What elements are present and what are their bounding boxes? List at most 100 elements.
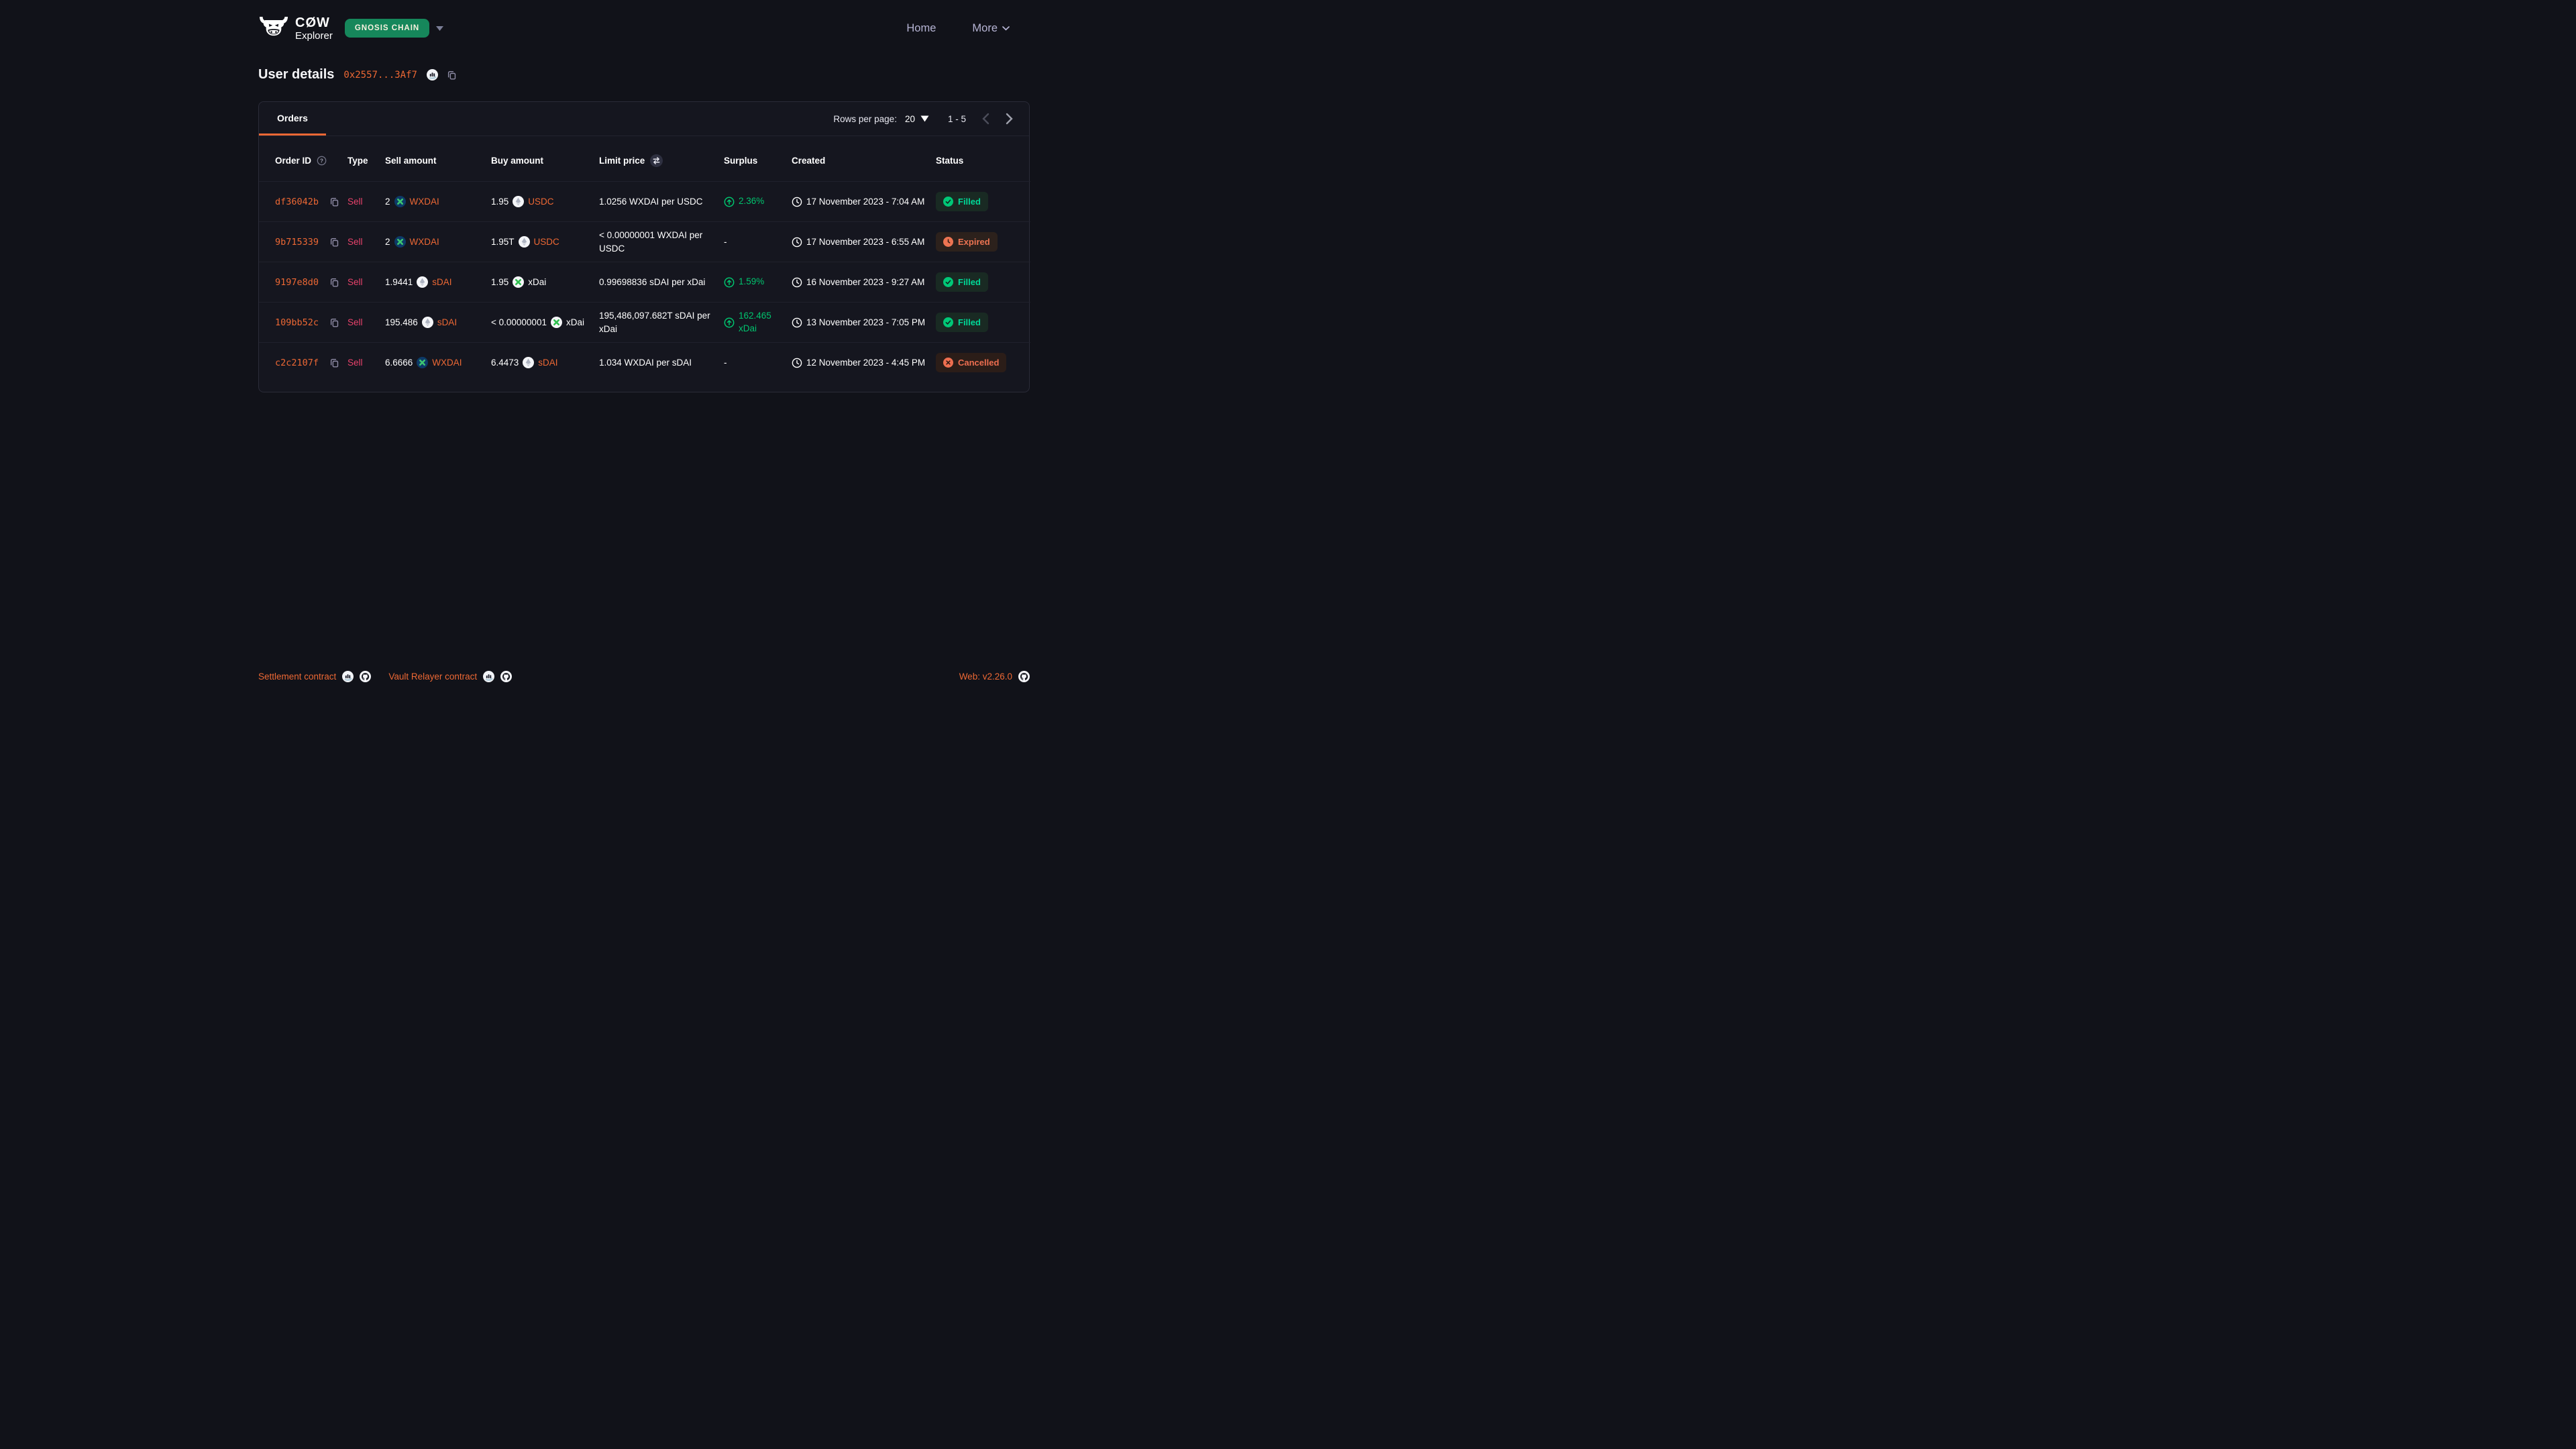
buy-token-symbol[interactable]: USDC xyxy=(528,197,554,207)
copy-order-id-icon[interactable] xyxy=(329,237,339,248)
chevron-down-icon xyxy=(1002,25,1010,31)
rows-per-page-select[interactable]: 20 xyxy=(905,114,929,124)
status-badge: Filled xyxy=(936,192,988,211)
sell-amount-value: 2 xyxy=(385,197,390,207)
footer: Settlement contract Vault Relayer contra… xyxy=(0,671,1288,682)
web-version-link[interactable]: Web: v2.26.0 xyxy=(959,672,1012,682)
sell-token-icon xyxy=(421,317,433,328)
surplus-value: 2.36% xyxy=(739,196,765,207)
column-header-surplus: Surplus xyxy=(724,156,758,166)
buy-token-symbol[interactable]: sDAI xyxy=(538,358,558,368)
github-icon[interactable] xyxy=(1018,671,1030,682)
page-range: 1 - 5 xyxy=(947,113,966,124)
status-icon xyxy=(943,358,953,368)
copy-order-id-icon[interactable] xyxy=(329,358,339,368)
sell-token-symbol[interactable]: sDAI xyxy=(437,317,458,327)
surplus-value: 162.465 xDai xyxy=(739,311,771,333)
page-header: User details 0x2557...3Af7 xyxy=(258,67,1030,83)
github-icon[interactable] xyxy=(500,671,513,682)
buy-token-symbol: xDai xyxy=(566,317,584,327)
top-nav: Home More xyxy=(906,22,1030,35)
copy-order-id-icon[interactable] xyxy=(329,197,339,207)
status-badge: Filled xyxy=(936,272,988,292)
column-header-status: Status xyxy=(936,156,964,166)
buy-amount-value: 6.4473 xyxy=(491,358,519,368)
sell-token-symbol[interactable]: WXDAI xyxy=(409,237,439,247)
card-header: Orders Rows per page: 20 1 - 5 xyxy=(259,102,1029,136)
buy-amount-value: 1.95 xyxy=(491,277,509,287)
sell-token-symbol[interactable]: sDAI xyxy=(432,277,452,287)
created-date: 16 November 2023 - 9:27 AM xyxy=(806,277,925,287)
sell-token-symbol[interactable]: WXDAI xyxy=(432,358,462,368)
copy-address-icon[interactable] xyxy=(447,70,457,80)
network-caret-icon[interactable] xyxy=(435,25,444,32)
dropdown-triangle-icon xyxy=(920,115,929,122)
help-icon[interactable]: ? xyxy=(317,156,327,166)
clock-icon xyxy=(792,277,802,288)
github-icon[interactable] xyxy=(360,671,372,682)
status-label: Cancelled xyxy=(958,358,1000,368)
buy-token-icon xyxy=(523,357,535,368)
clock-icon xyxy=(792,358,802,368)
copy-order-id-icon[interactable] xyxy=(329,317,339,328)
status-label: Filled xyxy=(958,317,981,327)
invert-price-icon[interactable] xyxy=(650,154,663,167)
buy-token-icon xyxy=(513,196,525,207)
blockscout-icon[interactable] xyxy=(342,671,354,682)
next-page-button[interactable] xyxy=(1006,113,1013,125)
table-row: 109bb52c Sell 195.486 sDAI < 0.00000001 … xyxy=(259,302,1030,343)
created-date: 12 November 2023 - 4:45 PM xyxy=(806,358,926,368)
created-date: 17 November 2023 - 7:04 AM xyxy=(806,197,925,207)
nav-more-label: More xyxy=(972,21,998,34)
tab-orders-label: Orders xyxy=(277,112,308,123)
order-id-link[interactable]: 9b715339 xyxy=(275,236,319,248)
network-name: GNOSIS CHAIN xyxy=(354,24,420,32)
status-icon xyxy=(943,237,953,247)
brand-name: CØW xyxy=(295,15,330,30)
previous-page-button[interactable] xyxy=(982,113,989,125)
column-header-order-id: Order ID ? xyxy=(259,136,347,182)
surplus-value: - xyxy=(724,237,727,247)
tab-orders[interactable]: Orders xyxy=(259,102,326,136)
cow-explorer-logo[interactable]: CØW Explorer xyxy=(258,16,333,41)
sell-token-icon xyxy=(394,196,406,207)
blockscout-icon[interactable] xyxy=(483,671,495,682)
limit-price: 195,486,097.682T sDAI per xDai xyxy=(599,310,710,334)
limit-price: < 0.00000001 WXDAI per USDC xyxy=(599,229,703,254)
settlement-contract-link[interactable]: Settlement contract xyxy=(258,672,337,682)
blockscout-icon[interactable] xyxy=(426,69,438,80)
copy-order-id-icon[interactable] xyxy=(329,277,339,288)
created-date: 13 November 2023 - 7:05 PM xyxy=(806,317,926,327)
table-row: 9197e8d0 Sell 1.9441 sDAI 1.95 xDai 0.99… xyxy=(259,262,1030,303)
order-id-link[interactable]: 109bb52c xyxy=(275,317,319,328)
order-type: Sell xyxy=(347,197,363,207)
column-header-buy-amount: Buy amount xyxy=(491,156,544,166)
clock-icon xyxy=(792,197,802,207)
network-selector-button[interactable]: GNOSIS CHAIN xyxy=(344,19,430,38)
column-header-limit-price: Limit price xyxy=(599,136,724,182)
status-badge: Cancelled xyxy=(936,353,1007,372)
table-row: df36042b Sell 2 WXDAI 1.95 USDC 1.0256 W… xyxy=(259,181,1030,222)
buy-token-symbol[interactable]: USDC xyxy=(533,237,559,247)
vault-relayer-contract-link[interactable]: Vault Relayer contract xyxy=(388,672,478,682)
surplus-value: - xyxy=(724,358,727,368)
nav-home[interactable]: Home xyxy=(906,22,936,35)
order-id-link[interactable]: 9197e8d0 xyxy=(275,276,319,288)
order-id-link[interactable]: c2c2107f xyxy=(275,357,319,368)
table-header-row: Order ID ? Type Sell amount Buy amount L… xyxy=(259,136,1030,182)
orders-table: Order ID ? Type Sell amount Buy amount L… xyxy=(259,136,1030,382)
sell-token-symbol[interactable]: WXDAI xyxy=(409,197,439,207)
table-row: 9b715339 Sell 2 WXDAI 1.95T USDC < 0.000… xyxy=(259,221,1030,262)
buy-token-symbol: xDai xyxy=(528,277,547,287)
buy-token-icon xyxy=(550,317,562,328)
limit-price: 1.034 WXDAI per sDAI xyxy=(599,357,692,368)
status-badge: Filled xyxy=(936,313,988,332)
nav-more[interactable]: More xyxy=(972,22,1010,35)
order-id-link[interactable]: df36042b xyxy=(275,196,319,207)
clock-icon xyxy=(792,317,802,328)
order-type: Sell xyxy=(347,358,363,368)
nav-home-label: Home xyxy=(906,21,936,34)
user-address-link[interactable]: 0x2557...3Af7 xyxy=(343,69,417,80)
created-date: 17 November 2023 - 6:55 AM xyxy=(806,237,925,247)
column-header-created: Created xyxy=(792,156,826,166)
